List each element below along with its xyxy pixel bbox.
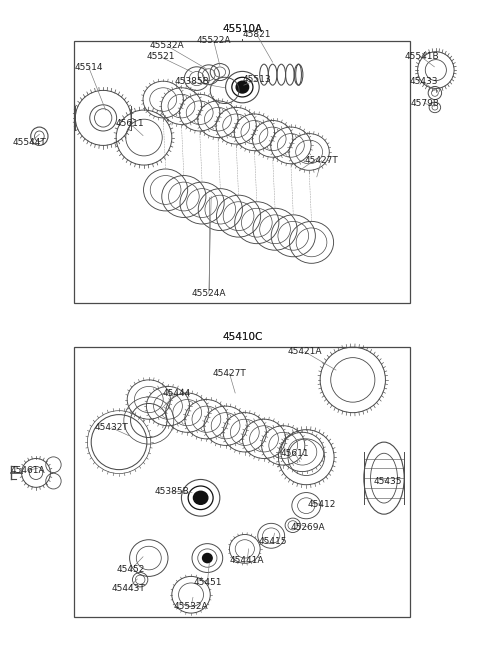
Text: 45441A: 45441A: [230, 555, 264, 565]
Text: 45385B: 45385B: [175, 77, 209, 86]
Text: 45415: 45415: [258, 536, 287, 546]
Ellipse shape: [203, 553, 212, 563]
Text: 45521: 45521: [146, 52, 175, 62]
Bar: [74, 347, 410, 617]
Text: 45541B: 45541B: [404, 52, 439, 62]
Text: 45611: 45611: [115, 119, 144, 128]
Text: 45444: 45444: [163, 388, 191, 398]
Text: 45433: 45433: [409, 77, 438, 86]
Text: 45427T: 45427T: [305, 156, 338, 165]
Text: 45798: 45798: [410, 99, 439, 108]
Text: 45432T: 45432T: [95, 423, 128, 432]
Text: 45385B: 45385B: [155, 487, 189, 496]
Text: 45451: 45451: [193, 578, 222, 588]
Text: 45461A: 45461A: [11, 466, 45, 475]
Text: 45513: 45513: [242, 75, 271, 84]
Text: 45544T: 45544T: [13, 138, 47, 147]
Text: 45410C: 45410C: [222, 332, 263, 342]
Text: 45443T: 45443T: [112, 584, 145, 593]
Text: 45532A: 45532A: [174, 602, 208, 611]
Text: 45524A: 45524A: [192, 289, 226, 298]
Bar: [74, 41, 410, 303]
Text: 45427T: 45427T: [213, 369, 246, 378]
Ellipse shape: [236, 81, 249, 93]
Text: 45412: 45412: [307, 500, 336, 509]
Text: 45510A: 45510A: [222, 24, 263, 34]
Text: 45532A: 45532A: [150, 41, 184, 50]
Text: 45522A: 45522A: [196, 36, 231, 45]
Text: 45452: 45452: [116, 565, 145, 574]
Text: 45269A: 45269A: [291, 523, 325, 532]
Text: 45821: 45821: [242, 30, 271, 39]
Ellipse shape: [193, 491, 208, 504]
Text: 45410C: 45410C: [222, 332, 263, 342]
Text: 45510A: 45510A: [222, 24, 263, 34]
Text: 45514: 45514: [74, 63, 103, 72]
Text: 45421A: 45421A: [288, 347, 322, 356]
Text: 45435: 45435: [373, 477, 402, 486]
Text: 45611: 45611: [281, 449, 310, 458]
